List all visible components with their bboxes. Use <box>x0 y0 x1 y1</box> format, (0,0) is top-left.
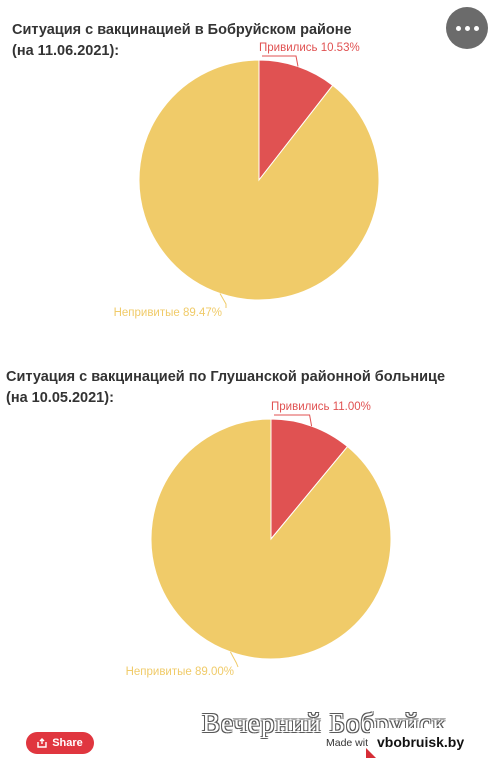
share-label: Share <box>52 737 83 749</box>
slice-label-connector <box>219 293 227 308</box>
chart-subtitle: (на 11.06.2021): <box>12 43 120 59</box>
chart-subtitle: (на 10.05.2021): <box>6 390 114 406</box>
pie-slice[interactable] <box>270 418 349 541</box>
slice-label: Непривитые 89.47% <box>114 307 222 319</box>
chart-title: Ситуация с вакцинацией по Глушанской рай… <box>6 367 445 409</box>
share-icon <box>37 738 47 748</box>
pie-slice[interactable] <box>150 418 392 660</box>
slice-label: Привились 11.00% <box>271 401 371 413</box>
more-dots-icon <box>464 25 470 31</box>
more-options-button[interactable] <box>446 7 488 49</box>
more-dots-icon <box>473 25 479 31</box>
site-badge[interactable]: vbobruisk.by <box>366 728 475 758</box>
slice-label-connector <box>274 414 313 427</box>
chart-title-text: Ситуация с вакцинацией по Глушанской рай… <box>6 369 446 385</box>
badge-corner-decoration <box>366 748 376 758</box>
pie-chart: Привились 10.53% Непривитые 89.47% <box>114 42 380 319</box>
chart-title-text: Ситуация с вакцинацией в Бобруйском райо… <box>12 22 352 38</box>
more-dots-icon <box>455 25 461 31</box>
chart-title: Ситуация с вакцинацией в Бобруйском райо… <box>12 20 352 62</box>
pie-slice[interactable] <box>138 59 380 301</box>
made-with-text: Made wit <box>326 737 369 749</box>
share-button[interactable]: Share <box>26 732 94 754</box>
pie-chart: Привились 11.00% Непривитые 89.00% <box>126 401 392 678</box>
pie-slice[interactable] <box>258 59 334 182</box>
slice-label: Непривитые 89.00% <box>126 666 234 678</box>
slice-label-connector <box>229 651 239 668</box>
site-name: vbobruisk.by <box>377 734 465 750</box>
slice-label-connector <box>262 55 299 67</box>
slice-label: Привились 10.53% <box>259 42 360 54</box>
